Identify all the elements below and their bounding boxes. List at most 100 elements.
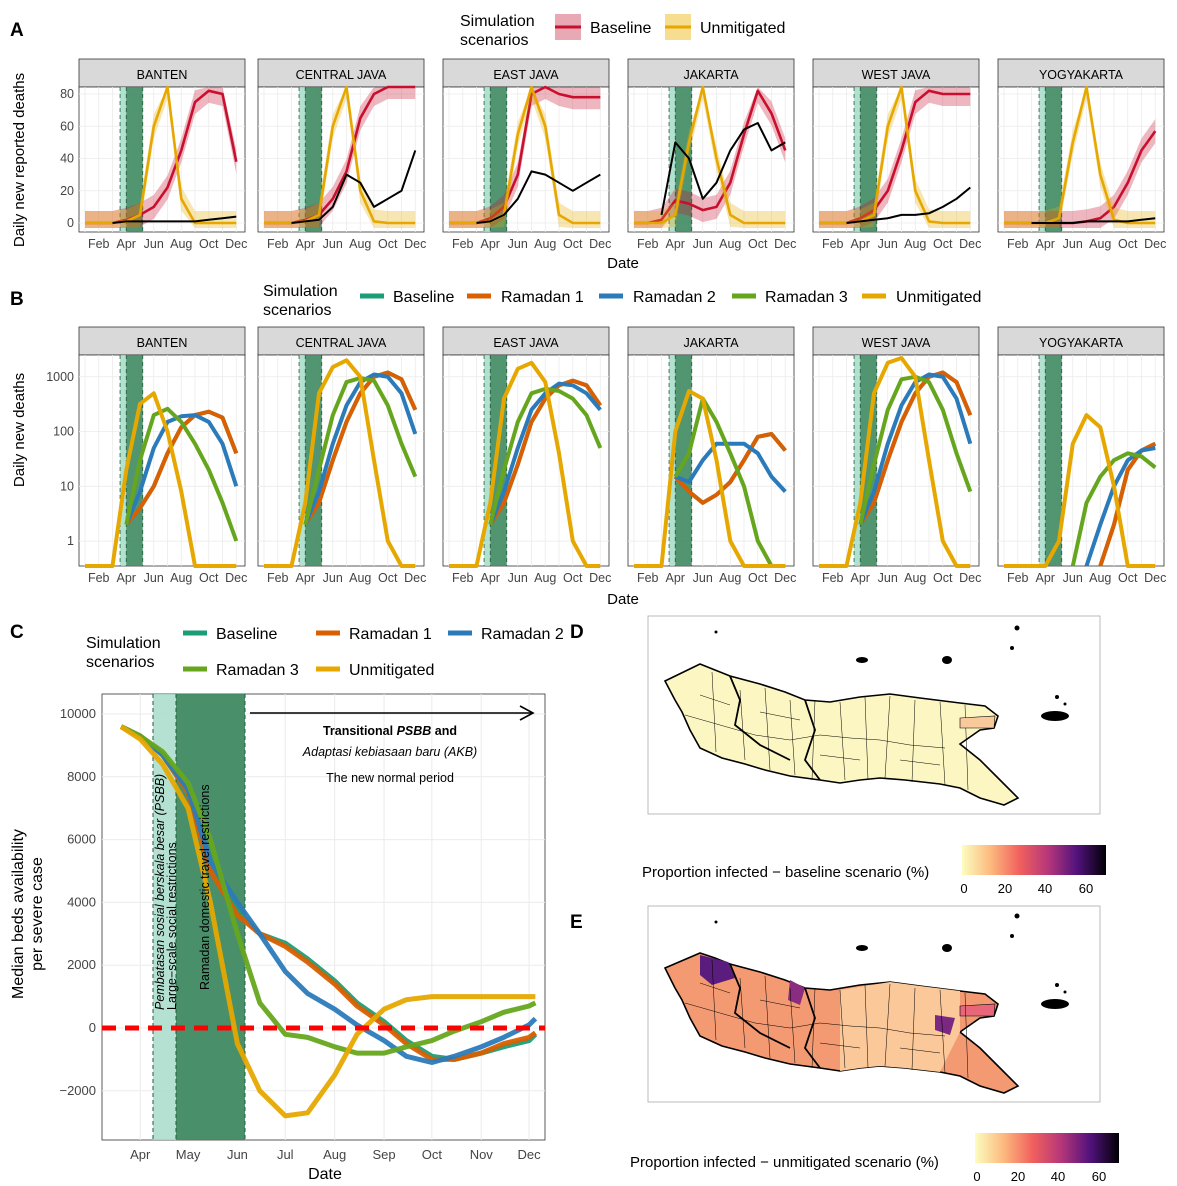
x-tick-label: May <box>176 1147 201 1162</box>
map-e-colorbar <box>975 1133 1119 1163</box>
x-tick-label: Dec <box>225 571 247 585</box>
map-e-island <box>714 920 718 924</box>
ramadan-band <box>490 87 507 232</box>
ramadan-band <box>1045 87 1062 232</box>
facet-a-yogyakarta: YOGYAKARTA Feb Apr Jun Aug Oct Dec <box>997 58 1166 251</box>
map-e-high-prevalence-east <box>935 1015 955 1035</box>
series-line-ramadan-3 <box>124 406 239 542</box>
legend-a-label-baseline: Baseline <box>590 20 651 37</box>
facet-b-yogyakarta: YOGYAKARTA Feb Apr Jun Aug Oct Dec <box>997 326 1166 585</box>
series-line-ramadan-2 <box>1084 446 1156 567</box>
panel-b-facets: BANTEN Feb Apr Jun Aug Oct Dec 1 10 100 1000 CENTRA… <box>46 326 1166 585</box>
x-tick-label: Jul <box>277 1147 294 1162</box>
y-tick-label: 1000 <box>46 370 74 384</box>
series-line-ramadan-2 <box>488 381 602 526</box>
panel-letter-d: D <box>570 622 584 643</box>
x-tick-label: Aug <box>170 237 192 251</box>
x-tick-label: Jun <box>323 571 343 585</box>
x-tick-label: Apr <box>481 571 500 585</box>
map-d-island <box>1055 695 1059 699</box>
facet-strip <box>257 326 425 356</box>
facet-title: JAKARTA <box>683 336 739 350</box>
x-tick-label: Aug <box>719 237 741 251</box>
y-tick-label: 6000 <box>67 832 96 847</box>
x-tick-label: Apr <box>666 237 685 251</box>
map-e-tick-20: 20 <box>1011 1169 1025 1184</box>
x-tick-label: Feb <box>637 571 659 585</box>
ramadan-band <box>490 355 507 566</box>
series-line-unmitigated <box>264 358 416 568</box>
x-tick-label: Apr <box>1036 237 1055 251</box>
facet-title: WEST JAVA <box>862 68 931 82</box>
x-tick-label: Apr <box>296 237 315 251</box>
x-tick-label: Oct <box>1118 571 1138 585</box>
psbb-band <box>1039 355 1046 566</box>
map-e-district-borders <box>684 959 969 1079</box>
map-d-tick-20: 20 <box>998 881 1012 896</box>
x-tick-label: Apr <box>481 237 500 251</box>
map-d-province-borders <box>729 675 821 781</box>
facet-panel <box>812 354 980 567</box>
x-tick-label: Aug <box>534 571 556 585</box>
x-tick-label: Oct <box>563 571 583 585</box>
panel-letter-e: E <box>570 912 583 933</box>
series-line-unmitigated <box>819 356 971 568</box>
legend-c-label-unmitigated: Unmitigated <box>349 662 434 679</box>
y-tick-label: 0 <box>89 1020 96 1035</box>
series-line-unmitigated <box>264 85 416 225</box>
y-tick-label: 20 <box>60 184 74 198</box>
facet-a-central-java: CENTRAL JAVA Feb Apr Jun Aug Oct Dec <box>257 58 426 251</box>
x-tick-label: Dec <box>225 237 247 251</box>
series-line-ramadan-1 <box>303 370 418 526</box>
series-line-unmitigated <box>634 85 786 225</box>
facet-title: YOGYAKARTA <box>1039 68 1124 82</box>
map-e-island <box>942 944 952 952</box>
facet-strip <box>257 58 425 88</box>
x-tick-label: Jun <box>1063 571 1083 585</box>
map-d-colorbar <box>962 845 1106 875</box>
map-e-high-prevalence-central <box>788 980 805 1005</box>
series-line-unmitigated <box>819 85 971 225</box>
x-tick-label: Feb <box>88 237 110 251</box>
psbb-band <box>854 87 861 232</box>
x-tick-label: Apr <box>666 571 685 585</box>
panel-c-ylabel-line2: per severe case <box>29 857 46 971</box>
facet-b-east-java: EAST JAVA Feb Apr Jun Aug Oct Dec <box>442 326 611 585</box>
series-line-unnamed <box>476 170 601 224</box>
series-line-ramadan-3 <box>119 724 537 1056</box>
panel-a-legend: Simulation scenarios Baseline Unmitigate… <box>460 13 785 49</box>
x-tick-label: Dec <box>959 237 981 251</box>
x-tick-label: Aug <box>1089 237 1111 251</box>
y-tick-label: 40 <box>60 152 74 166</box>
x-tick-label: Jun <box>1063 237 1083 251</box>
x-tick-label: Dec <box>589 571 611 585</box>
series-line-unmitigated <box>85 85 237 225</box>
x-tick-label: Jun <box>693 571 713 585</box>
legend-b-label-ramadan3: Ramadan 3 <box>765 289 848 306</box>
ramadan-band <box>305 87 322 232</box>
x-tick-label: Apr <box>851 571 870 585</box>
psbb-band <box>299 87 306 232</box>
series-ribbon-baseline <box>85 87 237 228</box>
x-tick-label: Feb <box>822 237 844 251</box>
facet-title: BANTEN <box>137 68 188 82</box>
series-line-unnamed <box>660 122 786 216</box>
x-tick-label: Feb <box>637 237 659 251</box>
x-tick-label: Feb <box>1007 571 1029 585</box>
y-tick-label: 2000 <box>67 957 96 972</box>
panel-d-map <box>647 615 1101 815</box>
map-e-tick-0: 0 <box>973 1169 980 1184</box>
panel-b-legend: Simulation scenarios Baseline Ramadan 1 … <box>263 283 981 319</box>
panel-e-map <box>647 905 1101 1103</box>
map-e-tick-60: 60 <box>1092 1169 1106 1184</box>
series-line-unnamed <box>112 215 237 224</box>
series-line-unmitigated <box>1004 85 1156 225</box>
series-line-ramadan-3 <box>1070 451 1157 567</box>
x-tick-label: Oct <box>933 237 953 251</box>
x-tick-label: Dec <box>404 237 426 251</box>
series-line-ramadan-1 <box>488 378 602 526</box>
x-tick-label: Jun <box>508 237 528 251</box>
panel-c-xlabel: Date <box>308 1166 342 1183</box>
map-d-madura <box>959 715 996 729</box>
